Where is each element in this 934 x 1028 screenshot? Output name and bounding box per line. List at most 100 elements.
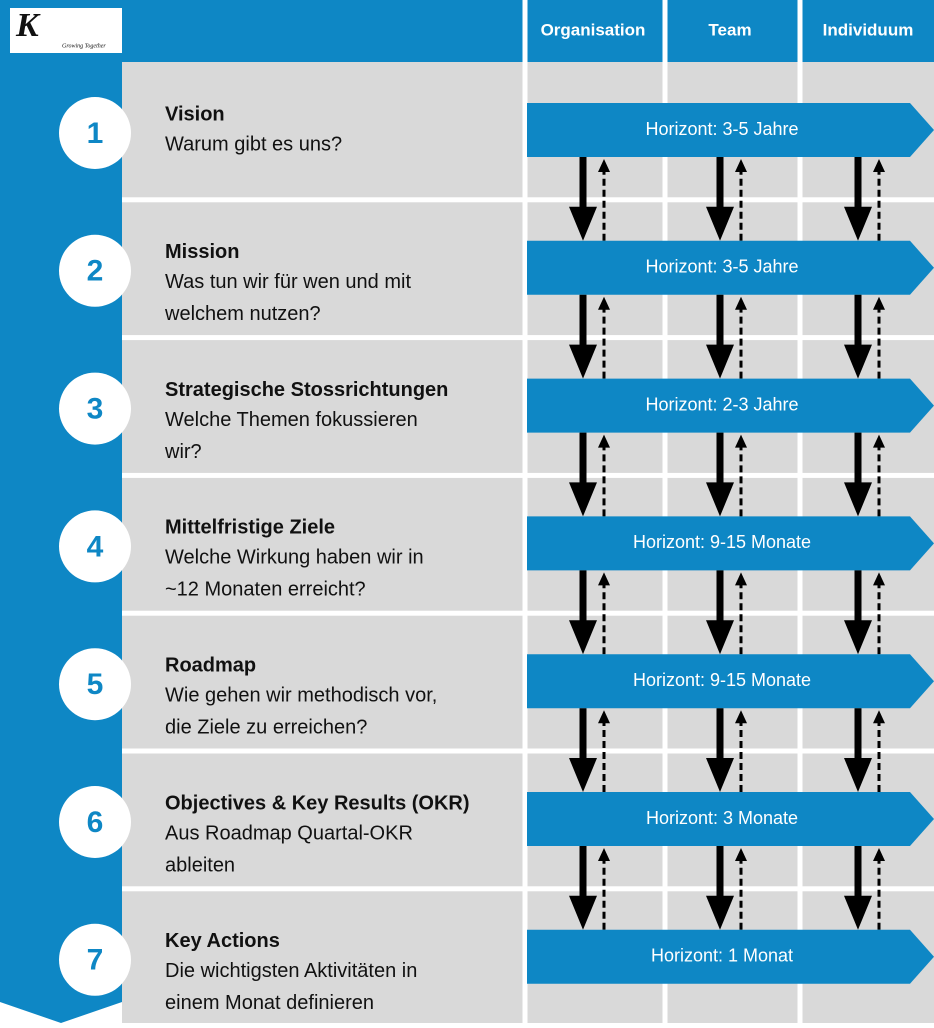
column-separator: [522, 0, 528, 1023]
up-arrow-head: [598, 296, 610, 310]
down-arrow-head: [706, 620, 734, 655]
step-number: 2: [87, 255, 104, 288]
horizon-banner: [527, 792, 934, 846]
step-circle: [59, 648, 131, 721]
step-description: Was tun wir für wen und mit: [165, 271, 411, 293]
step-number: 4: [87, 530, 104, 563]
step-description: Aus Roadmap Quartal-OKR: [165, 822, 413, 844]
step-title: Mittelfristige Ziele: [165, 517, 335, 539]
up-arrow-head: [735, 848, 747, 861]
step-circle: [59, 923, 131, 996]
logo-tagline: Growing Together: [62, 43, 106, 49]
down-arrow-head: [706, 344, 734, 379]
horizon-label: Horizont: 9-15 Monate: [633, 670, 811, 690]
horizon-banner: [527, 378, 934, 433]
step-title: Strategische Stossrichtungen: [165, 379, 448, 401]
down-arrow-head: [569, 620, 597, 655]
up-arrow-head: [598, 710, 610, 724]
horizon-banner: [527, 516, 934, 571]
up-arrow-head: [873, 296, 885, 310]
step-description: wir?: [164, 441, 202, 463]
logo-box: [10, 8, 122, 53]
down-arrow-head: [706, 206, 734, 241]
down-arrow-head: [569, 344, 597, 379]
step-title: Key Actions: [165, 930, 280, 952]
down-arrow-head: [844, 895, 872, 930]
horizon-banner: [527, 654, 934, 709]
step-title: Mission: [165, 241, 239, 263]
column-header: Individuum: [823, 20, 914, 39]
step-circle: [59, 372, 131, 445]
up-arrow-head: [873, 848, 885, 861]
row-separator: [122, 886, 934, 892]
step-circle: [59, 786, 131, 858]
down-arrow-head: [844, 344, 872, 379]
horizon-label: Horizont: 3 Monate: [646, 808, 798, 828]
step-number: 7: [87, 944, 104, 977]
down-arrow-head: [569, 206, 597, 241]
row-separator: [122, 748, 934, 754]
step-circle: [59, 510, 131, 583]
row-separator: [122, 610, 934, 616]
down-arrow-head: [706, 895, 734, 930]
step-circle: [59, 234, 131, 307]
step-title: Roadmap: [165, 654, 256, 676]
step-description: Die wichtigsten Aktivitäten in: [165, 960, 417, 982]
up-arrow-head: [598, 572, 610, 586]
down-arrow-head: [706, 482, 734, 517]
step-number: 6: [87, 806, 104, 839]
column-header: Team: [708, 20, 751, 39]
up-arrow-head: [598, 434, 610, 448]
up-arrow-head: [735, 159, 747, 172]
horizon-label: Horizont: 9-15 Monate: [633, 532, 811, 552]
step-title: Vision: [165, 103, 225, 125]
horizon-label: Horizont: 2-3 Jahre: [645, 394, 798, 414]
up-arrow-head: [735, 296, 747, 310]
up-arrow-head: [735, 434, 747, 448]
row-separator: [122, 197, 934, 203]
step-number: 5: [87, 668, 104, 701]
step-description: ~12 Monaten erreicht?: [165, 579, 366, 601]
horizon-banner: [527, 929, 934, 984]
row-separator: [122, 472, 934, 478]
down-arrow-head: [844, 758, 872, 792]
down-arrow-head: [706, 758, 734, 792]
up-arrow-head: [735, 572, 747, 586]
step-number: 3: [87, 393, 104, 426]
step-description: Warum gibt es uns?: [165, 133, 342, 155]
horizon-banner: [527, 103, 934, 157]
horizon-label: Horizont: 1 Monat: [651, 946, 793, 966]
down-arrow-head: [569, 758, 597, 792]
up-arrow-head: [735, 710, 747, 724]
step-description: einem Monat definieren: [165, 992, 374, 1014]
up-arrow-head: [873, 159, 885, 172]
column-separator: [797, 0, 803, 1023]
header-bar: [0, 0, 934, 62]
step-description: die Ziele zu erreichen?: [165, 716, 367, 738]
up-arrow-head: [873, 434, 885, 448]
step-title: Objectives & Key Results (OKR): [165, 792, 470, 814]
step-circle: [59, 97, 131, 169]
up-arrow-head: [873, 710, 885, 724]
step-description: ableiten: [165, 854, 235, 876]
down-arrow-head: [569, 482, 597, 517]
down-arrow-head: [844, 482, 872, 517]
horizon-label: Horizont: 3-5 Jahre: [645, 257, 798, 277]
down-arrow-head: [569, 895, 597, 930]
step-description: Welche Themen fokussieren: [165, 409, 418, 431]
down-arrow-head: [844, 206, 872, 241]
logo-letter: K: [15, 7, 41, 44]
step-description: Welche Wirkung haben wir in: [165, 547, 424, 569]
step-description: welchem nutzen?: [164, 303, 321, 325]
row-separator: [122, 335, 934, 341]
step-description: Wie gehen wir methodisch vor,: [165, 684, 437, 706]
down-arrow-head: [844, 620, 872, 655]
horizon-label: Horizont: 3-5 Jahre: [645, 119, 798, 139]
up-arrow-head: [598, 159, 610, 172]
step-number: 1: [87, 117, 104, 150]
horizon-banner: [527, 240, 934, 295]
up-arrow-head: [873, 572, 885, 586]
up-arrow-head: [598, 848, 610, 861]
column-header: Organisation: [541, 20, 646, 39]
